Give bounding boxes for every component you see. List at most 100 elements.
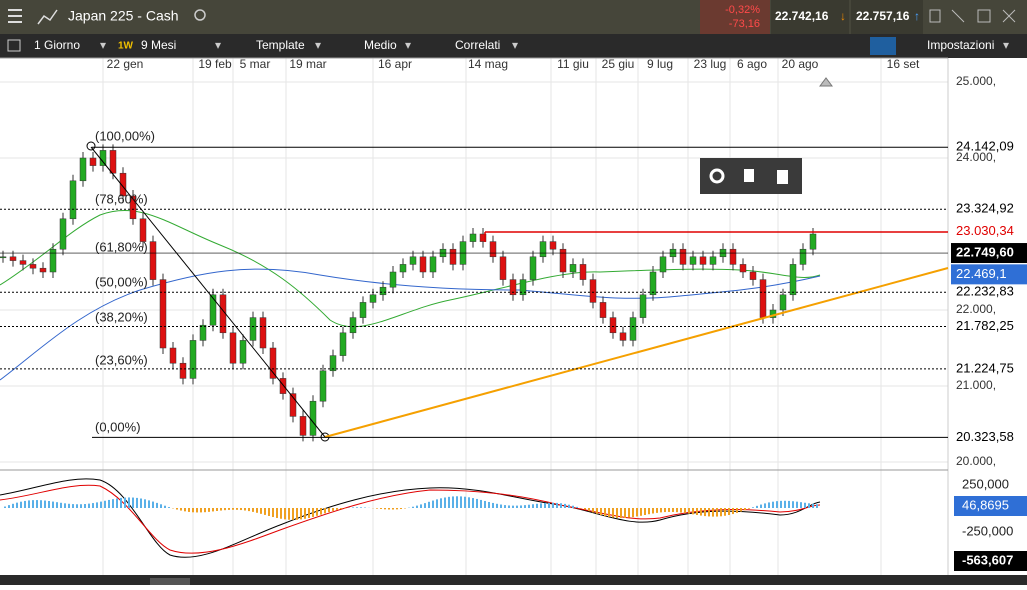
histogram-bar (420, 504, 422, 508)
histogram-bar (456, 496, 458, 508)
histogram-bar (728, 508, 730, 515)
interval-short[interactable]: 1W (118, 41, 134, 52)
histogram-bar (132, 498, 134, 508)
candle (200, 325, 206, 340)
x-tick-label: 16 apr (378, 57, 412, 71)
histogram-bar (480, 500, 482, 508)
signal-line (0, 485, 820, 553)
histogram-bar (624, 508, 626, 518)
fib-anchor[interactable] (87, 142, 95, 150)
candle (180, 363, 186, 378)
delete-icon[interactable] (777, 170, 788, 184)
candle (400, 264, 406, 272)
candle (620, 333, 626, 341)
x-tick-label: 6 ago (737, 57, 767, 71)
histogram-bar (48, 501, 50, 508)
histogram-bar (472, 498, 474, 508)
candle (800, 249, 806, 264)
histogram-bar (524, 505, 526, 508)
histogram-bar (616, 508, 618, 518)
buy-price[interactable]: 22.757,16 (856, 9, 910, 23)
histogram-bar (308, 508, 310, 518)
histogram-bar (208, 508, 210, 512)
histogram-bar (528, 505, 530, 508)
price-label: 22.232,83 (956, 284, 1014, 299)
histogram-bar (164, 506, 166, 508)
histogram-bar (684, 508, 686, 513)
settings[interactable]: Impostazioni (927, 38, 994, 52)
histogram-bar (240, 508, 242, 510)
scrollbar[interactable] (150, 578, 190, 585)
histogram-bar (276, 508, 278, 518)
histogram-bar (336, 508, 338, 510)
histogram-bar (436, 499, 438, 508)
histogram-bar (804, 503, 806, 508)
histogram-bar (320, 508, 322, 515)
copy-icon[interactable] (744, 169, 754, 182)
fib-label: (50,00%) (95, 274, 148, 289)
active-tool[interactable] (870, 37, 896, 55)
candle (430, 257, 436, 272)
indicator[interactable]: Medio (364, 38, 397, 52)
histogram-bar (304, 508, 306, 519)
histogram-bar (612, 508, 614, 518)
histogram-bar (64, 503, 66, 508)
histogram-bar (744, 508, 746, 510)
histogram-bar (196, 508, 198, 512)
candle (450, 249, 456, 264)
histogram-bar (80, 504, 82, 508)
svg-text:▾: ▾ (100, 38, 106, 52)
histogram-bar (748, 508, 750, 509)
range[interactable]: 9 Mesi (141, 38, 176, 52)
histogram-bar (356, 507, 358, 508)
candle (530, 257, 536, 280)
histogram-bar (720, 508, 722, 516)
sell-price[interactable]: 22.742,16 (775, 9, 829, 23)
histogram-bar (324, 508, 326, 513)
candle (40, 268, 46, 272)
histogram-bar (508, 505, 510, 508)
histogram-bar (92, 503, 94, 508)
correlated[interactable]: Correlati (455, 38, 500, 52)
histogram-bar (620, 508, 622, 518)
histogram-bar (520, 505, 522, 508)
histogram-bar (400, 508, 402, 509)
interval[interactable]: 1 Giorno (34, 38, 80, 52)
histogram-bar (264, 508, 266, 515)
histogram-bar (548, 503, 550, 508)
histogram-bar (660, 508, 662, 512)
histogram-bar (788, 501, 790, 508)
histogram-bar (280, 508, 282, 519)
histogram-bar (84, 504, 86, 508)
candle (340, 333, 346, 356)
histogram-bar (492, 503, 494, 508)
histogram-bar (604, 508, 606, 516)
histogram-bar (496, 504, 498, 508)
candle (20, 261, 26, 265)
change-abs: -73,16 (729, 18, 760, 30)
svg-text:▾: ▾ (315, 38, 321, 52)
histogram-bar (532, 504, 534, 508)
histogram-bar (512, 506, 514, 508)
candle (150, 242, 156, 280)
histogram-bar (352, 507, 354, 508)
x-tick-label: 20 ago (782, 57, 819, 71)
histogram-bar (20, 502, 22, 508)
histogram-bar (156, 503, 158, 508)
candle (760, 280, 766, 318)
histogram-bar (816, 504, 818, 508)
histogram-bar (412, 507, 414, 508)
histogram-bar (216, 508, 218, 511)
histogram-bar (56, 502, 58, 508)
histogram-bar (76, 504, 78, 508)
histogram-bar (32, 500, 34, 508)
candle (690, 257, 696, 265)
histogram-bar (564, 504, 566, 508)
candle (640, 295, 646, 318)
template[interactable]: Template (256, 38, 305, 52)
histogram-bar (396, 508, 398, 509)
histogram-bar (200, 508, 202, 512)
histogram-bar (716, 508, 718, 517)
histogram-bar (636, 508, 638, 517)
